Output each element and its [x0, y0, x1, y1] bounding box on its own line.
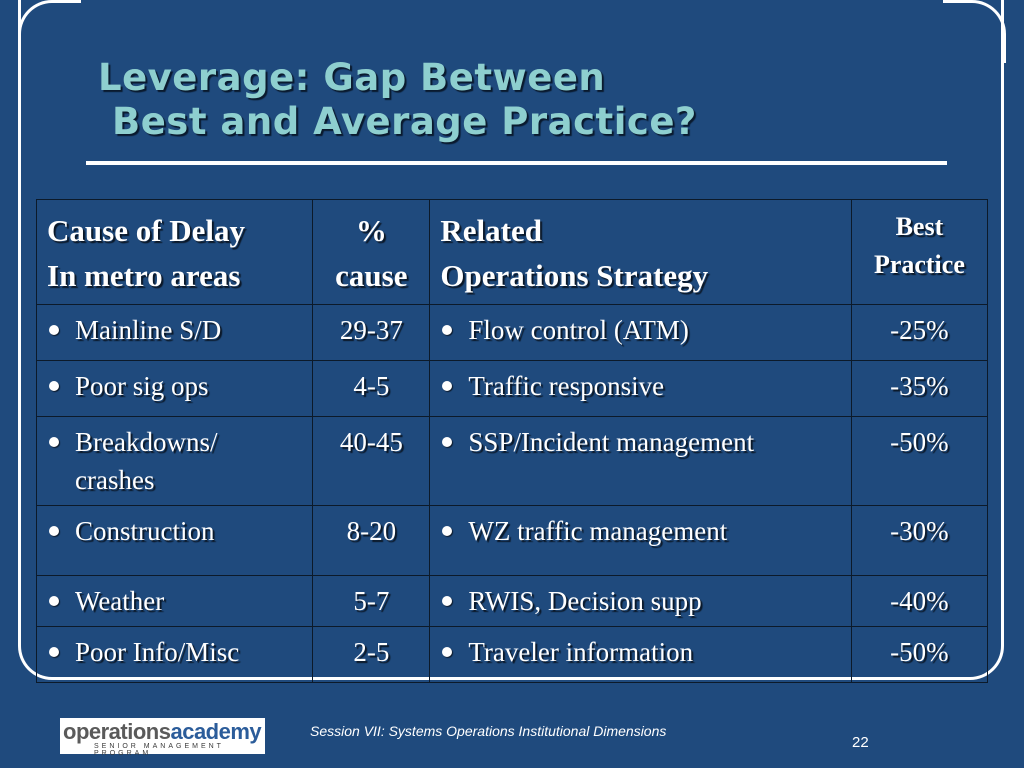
logo-wordmark: operationsacademy	[63, 719, 262, 744]
bullet-icon	[49, 596, 59, 606]
best-cell: -50%	[850, 416, 989, 506]
table-row: Poor sig ops 4-5 Traffic responsive -35%	[35, 360, 989, 417]
bullet-icon	[49, 437, 59, 447]
pct-cell: 4-5	[312, 360, 431, 417]
table-row: Breakdowns/ crashes 40-45 SSP/Incident m…	[35, 416, 989, 506]
pct-cell: 5-7	[312, 575, 431, 627]
bullet-icon	[442, 325, 453, 335]
strategy-cell: WZ traffic management	[468, 516, 728, 546]
header-best-line1: Best	[895, 212, 944, 241]
strategy-cell: Flow control (ATM)	[468, 315, 689, 345]
header-strategy-line2: Operations Strategy	[440, 258, 709, 293]
page-number: 22	[852, 734, 869, 751]
table-row: Mainline S/D 29-37 Flow control (ATM) -2…	[35, 304, 989, 361]
table-row: Weather 5-7 RWIS, Decision supp -40%	[35, 575, 989, 627]
header-pct: % cause	[312, 199, 431, 305]
strategy-cell: Traffic responsive	[468, 371, 665, 401]
cause-cell: Poor sig ops	[75, 371, 209, 401]
best-cell: -25%	[850, 304, 989, 361]
bullet-icon	[442, 526, 453, 536]
table-row: Poor Info/Misc 2-5 Traveler information …	[35, 626, 989, 683]
bullet-icon	[442, 647, 453, 657]
best-cell: -30%	[850, 505, 989, 576]
header-cause: Cause of Delay In metro areas	[35, 199, 314, 305]
slide-title-line1: Leverage: Gap Between	[98, 56, 606, 99]
header-cause-line1: Cause of Delay	[47, 213, 246, 248]
best-cell: -40%	[850, 575, 989, 627]
logo-subtitle: SENIOR MANAGEMENT PROGRAM	[94, 743, 224, 757]
best-cell: -50%	[850, 626, 989, 683]
cause-cell: Weather	[75, 586, 165, 616]
slide-title: Leverage: Gap Between Best and Average P…	[98, 56, 697, 144]
header-best-practice: Best Practice	[850, 199, 989, 305]
header-pct-line1: %	[355, 213, 387, 248]
cause-cell: Construction	[75, 516, 215, 546]
operations-academy-logo: operationsacademy SENIOR MANAGEMENT PROG…	[60, 718, 265, 757]
pct-cell: 8-20	[312, 505, 431, 576]
bullet-icon	[49, 647, 59, 657]
strategy-cell: SSP/Incident management	[468, 427, 755, 457]
session-footer: Session VII: Systems Operations Institut…	[310, 723, 667, 739]
strategy-cell: RWIS, Decision supp	[468, 586, 702, 616]
bullet-icon	[442, 381, 453, 391]
cause-cell: Mainline S/D	[75, 315, 222, 345]
best-cell: -35%	[850, 360, 989, 417]
pct-cell: 2-5	[312, 626, 431, 683]
table-header-row: Cause of Delay In metro areas % cause Re…	[35, 199, 989, 305]
header-strategy: Related Operations Strategy	[429, 199, 852, 305]
pct-cell: 29-37	[312, 304, 431, 361]
pct-cell: 40-45	[312, 416, 431, 506]
delay-cause-table: Cause of Delay In metro areas % cause Re…	[35, 199, 989, 683]
title-divider	[86, 161, 947, 165]
strategy-cell: Traveler information	[468, 637, 694, 667]
header-best-line2: Practice	[873, 250, 965, 279]
header-cause-line2: In metro areas	[47, 258, 241, 293]
bullet-icon	[442, 437, 453, 447]
cause-cell: Breakdowns/ crashes	[75, 427, 218, 495]
header-pct-line2: cause	[335, 258, 408, 293]
slide-title-line2: Best and Average Practice?	[112, 100, 697, 143]
bullet-icon	[442, 596, 453, 606]
bullet-icon	[49, 325, 59, 335]
bullet-icon	[49, 526, 59, 536]
table-row: Construction 8-20 WZ traffic management …	[35, 505, 989, 576]
header-strategy-line1: Related	[440, 213, 542, 248]
cause-cell: Poor Info/Misc	[75, 637, 240, 667]
bullet-icon	[49, 381, 59, 391]
